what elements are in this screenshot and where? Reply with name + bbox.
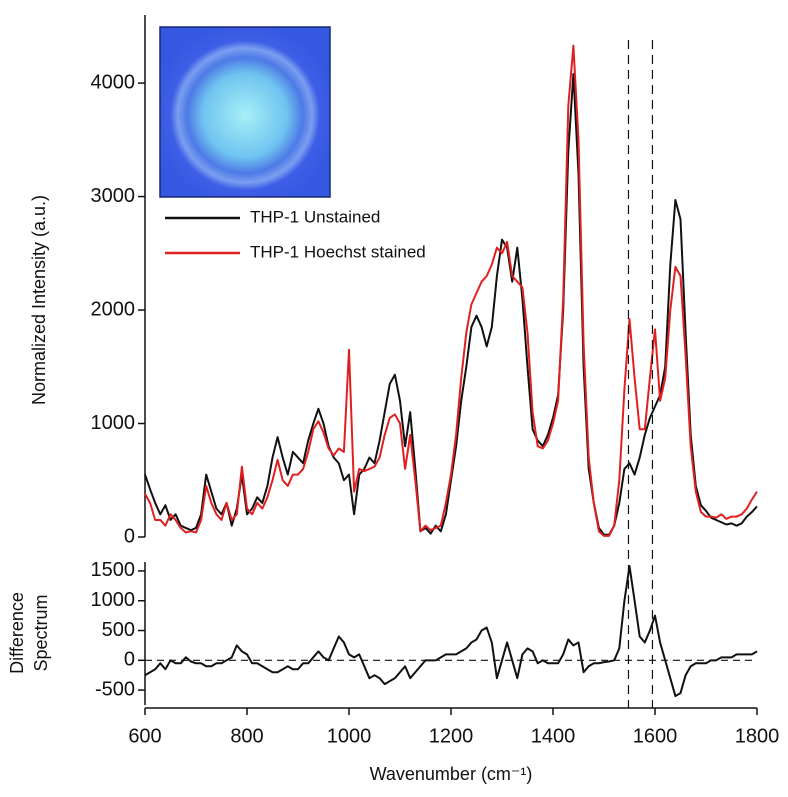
x-tick-label: 600 [128, 725, 161, 747]
y-tick-label: 500 [102, 619, 135, 641]
data-line [144, 44, 758, 537]
inset-image [159, 26, 331, 198]
data-line [144, 73, 758, 536]
x-tick-label: 1600 [633, 725, 678, 747]
x-tick-label: 1200 [429, 725, 474, 747]
y-tick-label: 1000 [91, 589, 136, 611]
y-tick-label: 1500 [91, 559, 136, 581]
y-tick-label: 1000 [91, 412, 136, 434]
y-tick-label: 2000 [91, 298, 136, 320]
y-tick-label: -500 [95, 678, 135, 700]
x-tick-label: 800 [230, 725, 263, 747]
y-tick-label: 3000 [91, 185, 136, 207]
y-axis-title: Spectrum [31, 594, 51, 671]
y-axis-title: Normalized Intensity (a.u.) [29, 195, 49, 405]
y-axis-title: Difference [7, 592, 27, 674]
y-tick-label: 0 [124, 649, 135, 671]
x-axis-title: Wavenumber (cm⁻¹) [370, 764, 533, 784]
legend-label: THP-1 Hoechst stained [250, 242, 426, 261]
y-tick-label: 4000 [91, 71, 136, 93]
y-tick-label: 0 [124, 525, 135, 547]
legend-label: THP-1 Unstained [250, 207, 380, 226]
x-tick-label: 1000 [327, 725, 372, 747]
x-tick-label: 1800 [735, 725, 780, 747]
data-line [144, 565, 758, 698]
x-tick-label: 1400 [531, 725, 576, 747]
